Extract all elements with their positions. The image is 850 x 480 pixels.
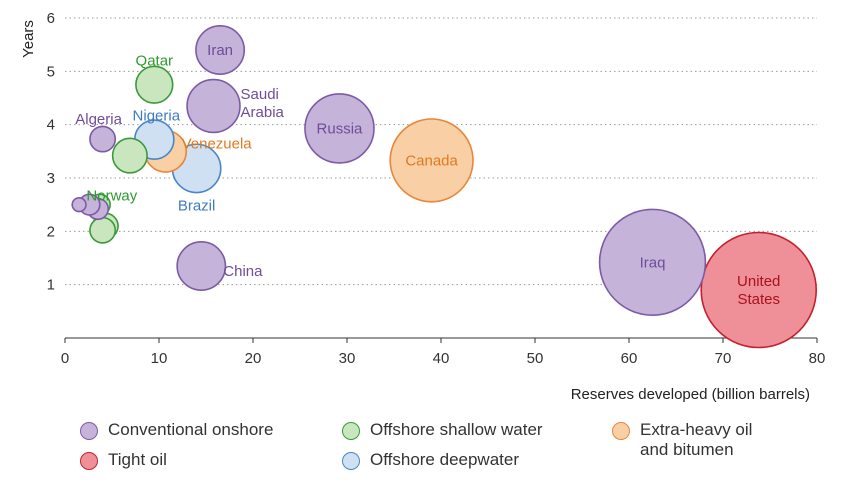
bubble-label: Brazil	[178, 197, 216, 214]
bubble	[700, 231, 818, 349]
y-tick-label: 1	[47, 277, 55, 294]
y-tick-label: 3	[47, 170, 55, 187]
bubble-label: Qatar	[136, 53, 174, 70]
bubble	[89, 216, 117, 244]
x-axis-ticks: 0 10 20 30 40 50 60 70 80	[61, 338, 826, 367]
bubble	[389, 118, 474, 203]
bubble-labels: Iran Qatar Saudi Arabia Algeria NigeriaVenezu…	[75, 42, 780, 308]
bubble	[304, 93, 375, 164]
x-tick-label: 40	[433, 350, 450, 367]
bubble-label: Iraq	[640, 254, 666, 271]
x-tick-label: 50	[527, 350, 544, 367]
x-tick-label: 70	[715, 350, 732, 367]
y-tick-label: 5	[47, 63, 55, 80]
bubble-label: Saudi Arabia	[241, 86, 285, 121]
x-tick-label: 20	[245, 350, 262, 367]
bubble-label: China	[223, 263, 263, 280]
bubble	[89, 125, 117, 153]
bubble-label: United States	[737, 273, 780, 308]
bubble	[598, 208, 707, 316]
legend-item-deep: Offshore deepwater	[342, 450, 519, 470]
x-tick-label: 60	[621, 350, 638, 367]
x-tick-label: 0	[61, 350, 69, 367]
bubble	[71, 196, 87, 213]
legend-swatch	[80, 422, 98, 440]
bubble-label: Algeria	[75, 111, 122, 128]
x-tick-label: 80	[809, 350, 826, 367]
x-axis-title: Reserves developed (billion barrels)	[571, 386, 810, 403]
bubble	[195, 25, 246, 75]
bubble-label: Norway	[86, 188, 137, 205]
legend-swatch	[342, 452, 360, 470]
legend-label: Extra-heavy oil and bitumen	[640, 420, 753, 459]
y-axis-ticks: 1 2 3 4 5 6	[47, 10, 55, 294]
legend-item-shallow: Offshore shallow water	[342, 420, 543, 440]
x-tick-label: 30	[339, 350, 356, 367]
bubble	[111, 137, 148, 174]
bubble-chart: 0 10 20 30 40 50 60 70 80 1 2 3 4 5 6 Iran Qatar Saudi A…	[20, 10, 826, 403]
y-tick-label: 2	[47, 223, 55, 240]
y-tick-label: 4	[47, 117, 55, 134]
legend-label: Offshore shallow water	[370, 420, 543, 439]
y-axis-title: Years	[20, 20, 37, 58]
legend-swatch	[80, 452, 98, 470]
y-tick-label: 6	[47, 10, 55, 27]
bubbles	[71, 25, 818, 349]
x-tick-label: 10	[151, 350, 168, 367]
legend: Conventional onshore Offshore shallow wat…	[80, 414, 840, 474]
legend-item-heavy: Extra-heavy oil and bitumen	[612, 420, 752, 460]
legend-label: Tight oil	[108, 450, 167, 469]
bubble-label: Nigeria	[133, 108, 181, 125]
legend-label: Conventional onshore	[108, 420, 274, 439]
bubble-label: Canada	[405, 152, 458, 169]
legend-swatch	[342, 422, 360, 440]
legend-label: Offshore deepwater	[370, 450, 519, 469]
bubble	[135, 65, 174, 104]
legend-item-onshore: Conventional onshore	[80, 420, 273, 440]
bubble-label: Iran	[207, 42, 233, 59]
bubble-label: Venezuela	[182, 135, 253, 152]
bubble-label: Russia	[317, 120, 364, 137]
legend-swatch	[612, 422, 630, 440]
bubble	[186, 78, 241, 134]
legend-item-tight: Tight oil	[80, 450, 167, 470]
bubble	[176, 241, 227, 291]
